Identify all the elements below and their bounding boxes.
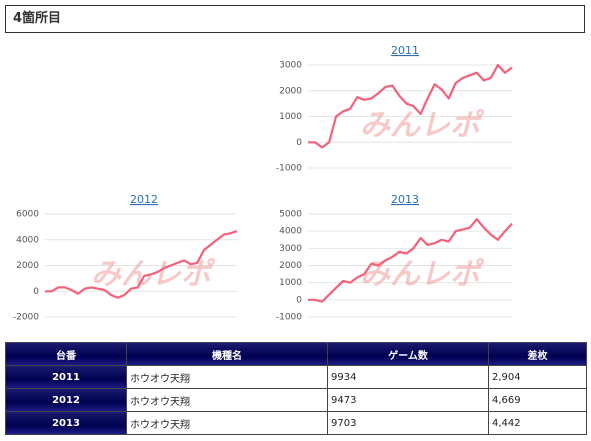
header-cell: 台番: [5, 342, 127, 366]
table-cell: 4,442: [488, 411, 587, 435]
table-cell: 2013: [5, 411, 127, 435]
table-cell: 2011: [5, 365, 127, 389]
section-title: 4箇所目: [5, 5, 585, 33]
table-cell: ホウオウ天翔: [126, 365, 328, 389]
data-table: 台番 機種名 ゲーム数 差枚 2011 ホウオウ天翔 9934 2,904 2012 ホウ…: [5, 342, 587, 435]
charts: 2011 -1000 0 1000 2000 3000 みんレポ 2012 -2000 0 2000…: [13, 44, 513, 323]
y-tick-label: 6000: [16, 210, 39, 220]
y-tick-label: 5000: [279, 210, 302, 220]
table-cell: 4,669: [488, 388, 587, 412]
y-tick-label: 1000: [279, 112, 302, 122]
y-tick-label: 0: [296, 295, 302, 305]
table-cell: ホウオウ天翔: [126, 388, 328, 412]
y-tick-label: 4000: [279, 227, 302, 237]
table-row: 2013 ホウオウ天翔 9703 4,442: [5, 411, 587, 435]
header-cell: 差枚: [488, 342, 587, 366]
y-tick-label: 2000: [16, 261, 39, 271]
y-tick-label: 4000: [16, 235, 39, 245]
chart-title: 2011: [391, 44, 419, 57]
y-tick-label: 3000: [279, 244, 302, 254]
y-tick-label: 0: [296, 138, 302, 148]
table-header: 台番 機種名 ゲーム数 差枚: [5, 342, 587, 366]
header-cell: ゲーム数: [327, 342, 489, 366]
table-cell: 9703: [327, 411, 489, 435]
y-tick-label: 2000: [279, 261, 302, 271]
table-cell: 2012: [5, 388, 127, 412]
table-cell: ホウオウ天翔: [126, 411, 328, 435]
line: [308, 63, 513, 149]
y-tick-label: 1000: [279, 278, 302, 288]
watermark: みんレポ: [360, 257, 485, 292]
table-row: 2011 ホウオウ天翔 9934 2,904: [5, 365, 587, 389]
header-cell: 機種名: [126, 342, 328, 366]
y-tick-label: 0: [33, 287, 39, 297]
table-cell: 2,904: [488, 365, 587, 389]
y-tick-label: -1000: [276, 313, 302, 323]
y-tick-label: 3000: [279, 61, 302, 71]
chart-title: 2012: [130, 193, 158, 206]
y-tick-label: -1000: [276, 164, 302, 174]
table-row: 2012 ホウオウ天翔 9473 4,669: [5, 388, 587, 412]
watermark: みんレポ: [360, 108, 485, 143]
y-tick-label: -2000: [13, 313, 39, 323]
line: [45, 230, 238, 299]
y-tick-label: 2000: [279, 86, 302, 96]
line: [308, 218, 513, 303]
table-cell: 9473: [327, 388, 489, 412]
table-cell: 9934: [327, 365, 489, 389]
chart-title: 2013: [391, 193, 419, 206]
